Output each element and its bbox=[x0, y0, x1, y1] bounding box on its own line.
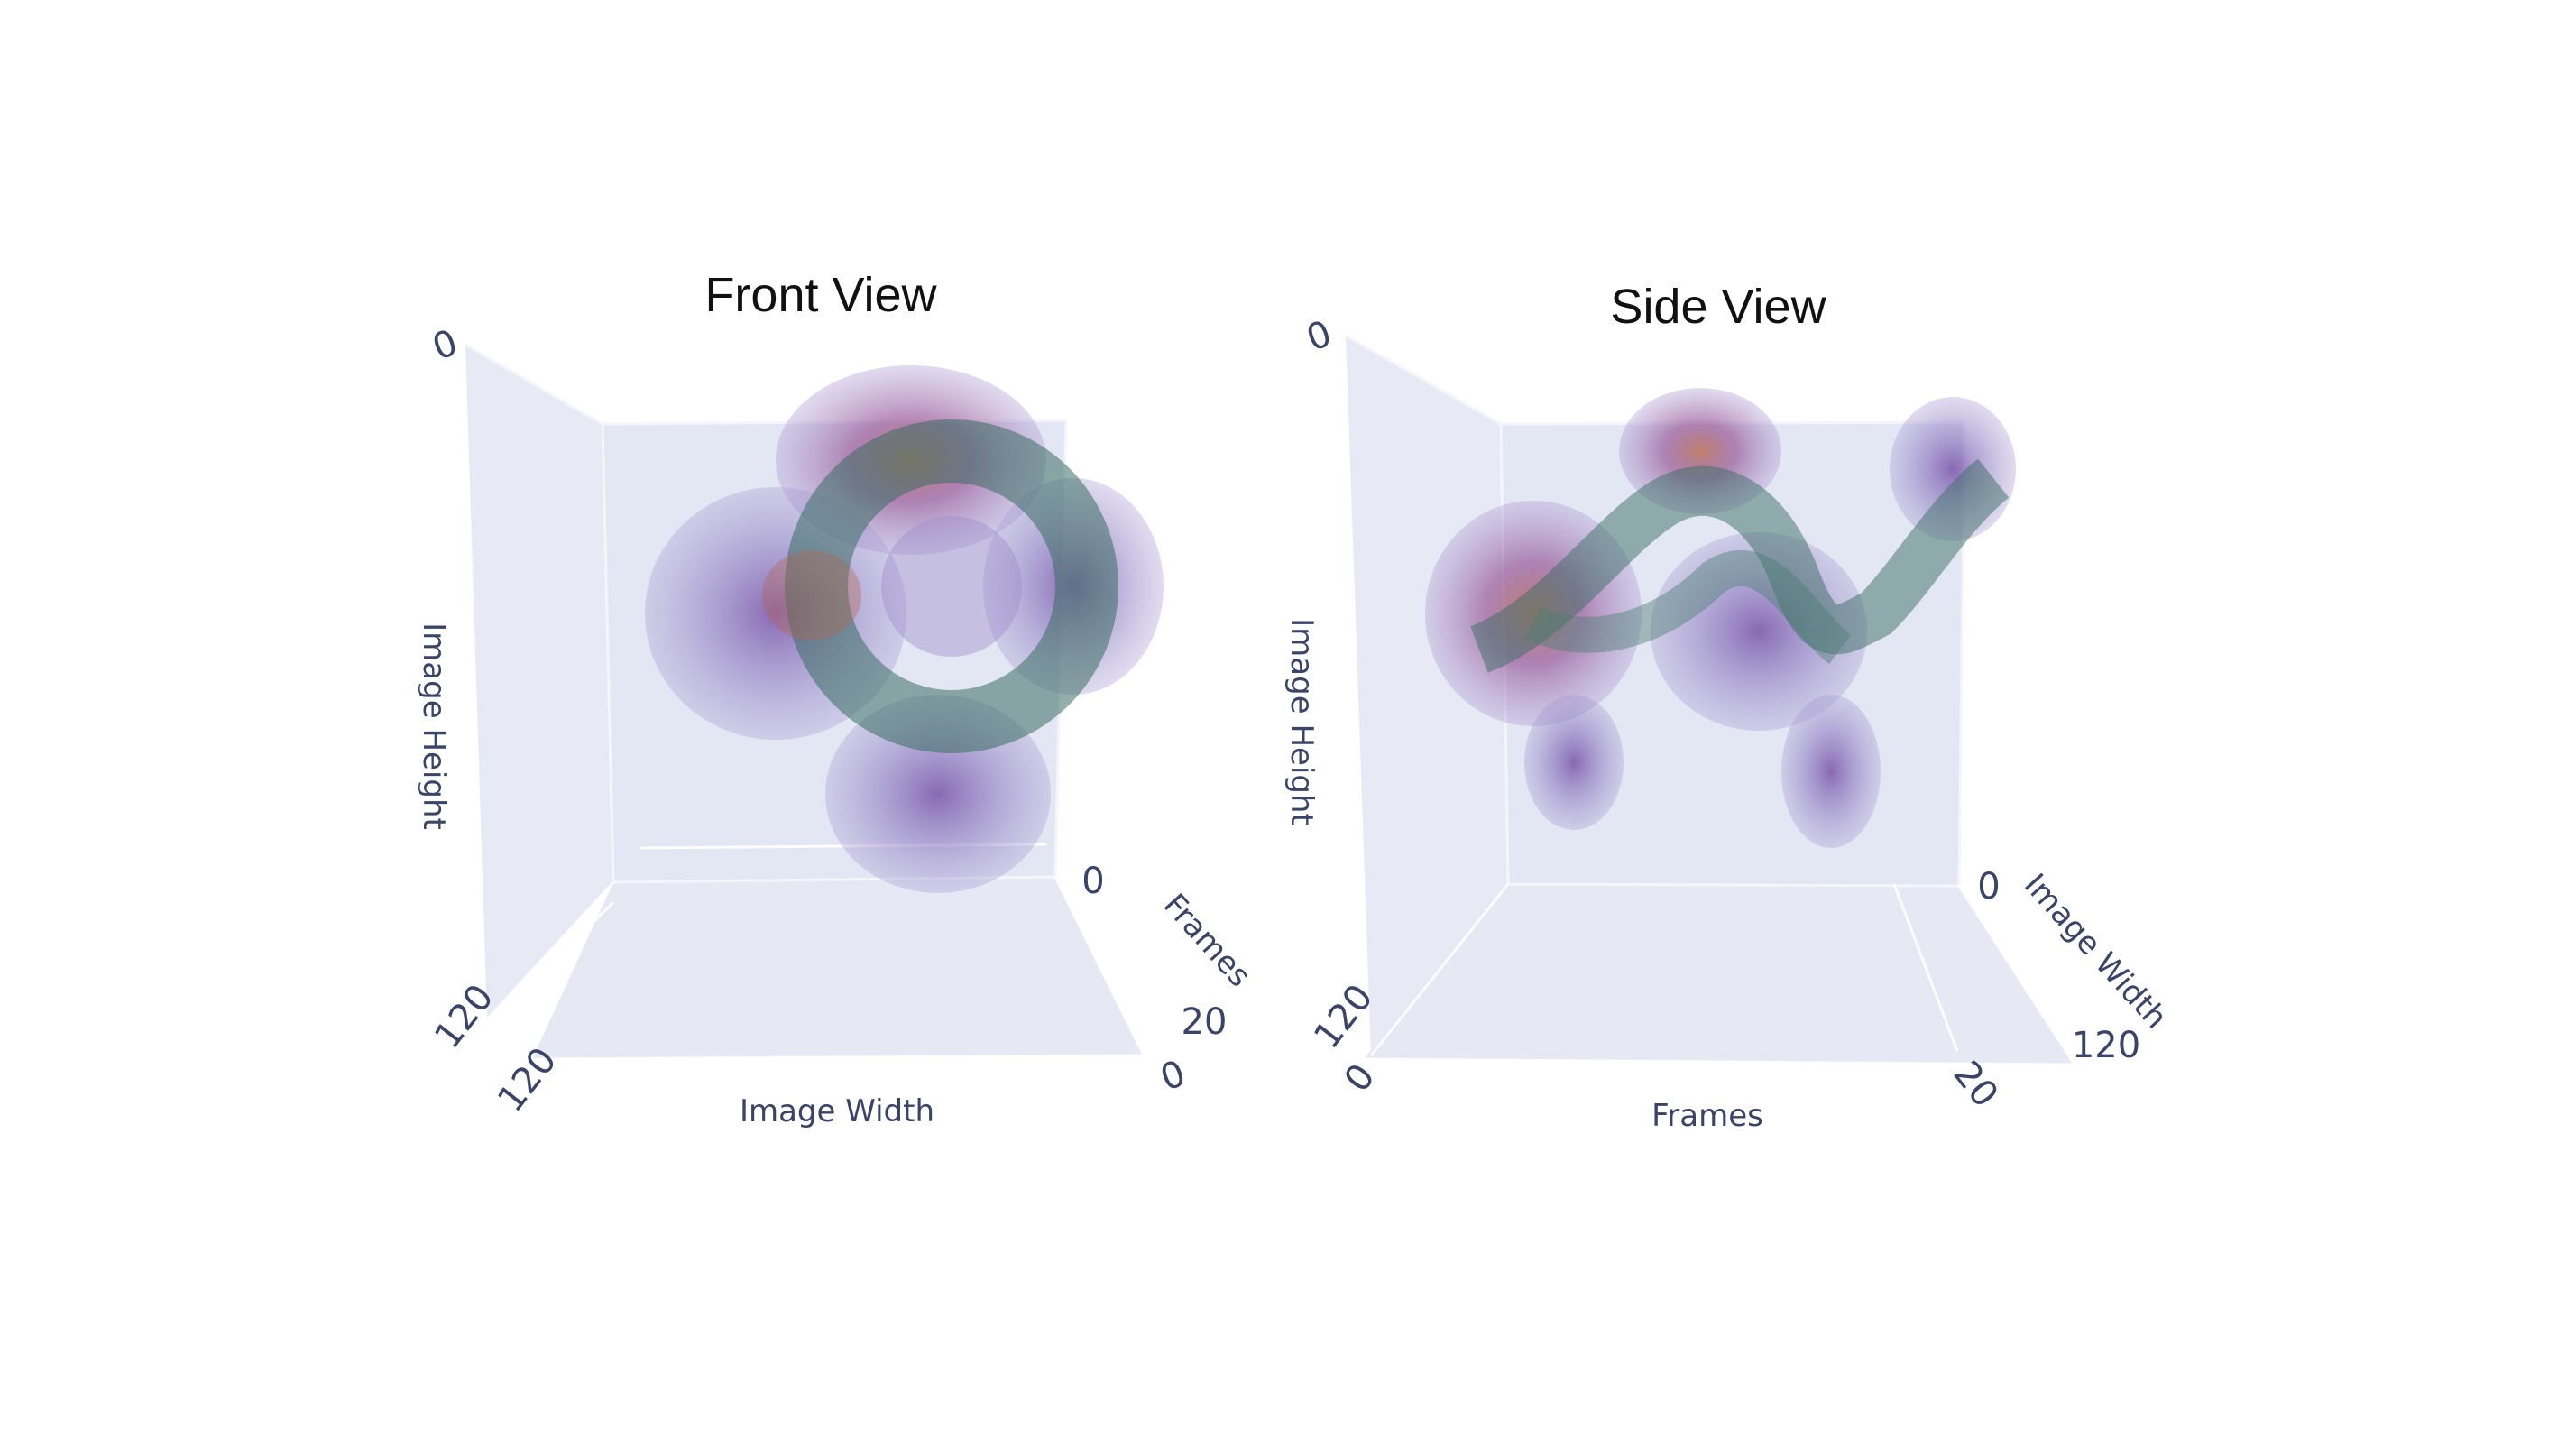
front-z-axis-title: Frames bbox=[1156, 887, 1257, 994]
front-left-wall bbox=[465, 345, 613, 1019]
front-ring-inner bbox=[881, 516, 1022, 657]
front-volume-render bbox=[645, 365, 1164, 893]
side-blob-lower-mid bbox=[1781, 695, 1881, 848]
side-x-axis-title: Frames bbox=[1651, 1098, 1763, 1134]
side-volume-render bbox=[1425, 388, 2016, 848]
side-z-tick-120: 120 bbox=[2072, 1025, 2140, 1066]
front-floor bbox=[532, 877, 1144, 1059]
front-z-tick-0: 0 bbox=[1081, 861, 1104, 902]
front-x-tick-0: 0 bbox=[1155, 1053, 1191, 1100]
front-x-axis-title: Image Width bbox=[740, 1093, 934, 1129]
front-y-tick-0: 0 bbox=[428, 322, 464, 369]
front-ring-outer bbox=[785, 419, 1118, 753]
side-y-tick-0: 0 bbox=[1302, 313, 1338, 360]
side-z-tick-0: 0 bbox=[1977, 866, 2000, 908]
side-title: Side View bbox=[1610, 280, 1826, 334]
side-view-panel: Side View Image Height Frames Image Widt… bbox=[1283, 280, 2174, 1134]
front-z-tick-20: 20 bbox=[1182, 1001, 1228, 1043]
side-x-tick-0: 0 bbox=[1337, 1056, 1384, 1100]
side-blob-lower-left bbox=[1524, 695, 1624, 830]
front-view-panel: Front View Image Height Image Width Fram… bbox=[416, 268, 1257, 1129]
side-left-wall bbox=[1346, 336, 1508, 1055]
side-green-band bbox=[1469, 458, 2010, 673]
front-blob-core bbox=[762, 550, 861, 641]
front-y-axis-title: Image Height bbox=[416, 622, 452, 830]
side-y-axis-title: Image Height bbox=[1283, 618, 1320, 825]
side-green-band-2 bbox=[1525, 550, 1852, 664]
front-title: Front View bbox=[704, 268, 937, 322]
side-floor bbox=[1364, 884, 2075, 1065]
